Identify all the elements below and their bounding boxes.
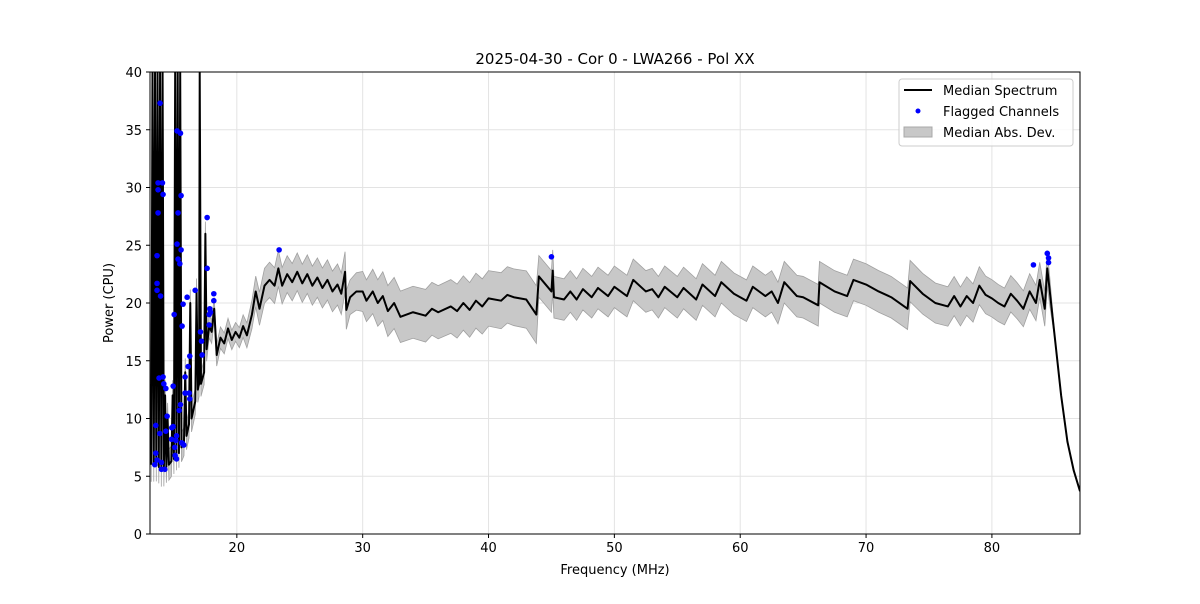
flagged-channel-point xyxy=(170,383,176,389)
x-tick-label: 20 xyxy=(229,541,246,556)
flagged-channel-point xyxy=(152,422,159,429)
flagged-channel-point xyxy=(172,437,179,444)
y-tick-label: 15 xyxy=(125,355,142,370)
legend-median-label: Median Spectrum xyxy=(943,84,1057,99)
plot-area xyxy=(150,72,1080,492)
y-tick-label: 40 xyxy=(125,66,142,81)
x-tick-label: 70 xyxy=(858,541,875,556)
flagged-channel-point xyxy=(185,363,191,370)
legend-box xyxy=(898,78,1074,147)
flagged-channel-point xyxy=(1045,255,1052,261)
x-axis-label: Frequency (MHz) xyxy=(560,563,669,578)
flagged-channel-point xyxy=(1045,259,1052,266)
flagged-channel-point xyxy=(548,253,555,260)
flagged-channel-point xyxy=(158,459,165,466)
legend-flagged-label: Flagged Channels xyxy=(943,105,1059,120)
flagged-channel-point xyxy=(197,329,204,335)
flagged-channel-point xyxy=(176,407,182,414)
flagged-channel-point xyxy=(155,187,161,193)
flagged-channel-point xyxy=(154,287,160,294)
chart-title: 2025-04-30 - Cor 0 - LWA266 - Pol XX xyxy=(475,50,754,68)
flagged-channel-point xyxy=(211,290,217,297)
flagged-channel-point xyxy=(204,214,210,221)
flagged-channel-point xyxy=(179,440,186,447)
flagged-channel-point xyxy=(179,323,185,329)
flagged-channel-point xyxy=(199,352,205,358)
flagged-channel-point xyxy=(155,210,161,216)
legend-flagged-swatch xyxy=(915,108,921,114)
flagged-channel-point xyxy=(164,413,170,419)
flagged-channel-point xyxy=(182,390,188,396)
legend-mad-swatch xyxy=(903,126,933,138)
flagged-channel-point xyxy=(162,466,168,473)
flagged-channel-point xyxy=(154,457,160,463)
flagged-channel-point xyxy=(154,252,160,259)
y-tick-label: 0 xyxy=(134,528,142,543)
flagged-channel-point xyxy=(171,444,178,451)
x-tick-label: 50 xyxy=(606,541,623,556)
flagged-channel-point xyxy=(206,322,212,328)
y-tick-label: 5 xyxy=(134,470,142,485)
legend-mad-label: Median Abs. Dev. xyxy=(943,126,1055,141)
flagged-channel-point xyxy=(152,450,159,456)
flagged-channel-point xyxy=(1030,262,1037,268)
flagged-channel-point xyxy=(159,180,166,186)
flagged-channel-point xyxy=(173,433,180,439)
flagged-channel-point xyxy=(163,385,169,392)
flagged-channel-point xyxy=(192,287,198,294)
flagged-channel-point xyxy=(180,301,186,307)
flagged-channel-point xyxy=(211,297,217,304)
flagged-channel-point xyxy=(177,130,184,137)
axis-ticks: 20 30 40 50 60 70 80 0 5 10 15 20 25 30 35 40 xyxy=(125,66,1000,556)
flagged-channel-point xyxy=(175,210,181,216)
y-tick-label: 10 xyxy=(125,413,142,428)
y-tick-label: 30 xyxy=(125,182,142,197)
y-tick-label: 25 xyxy=(125,239,142,254)
flagged-channel-point xyxy=(186,396,193,402)
flagged-channel-point xyxy=(160,374,166,380)
flagged-channel-point xyxy=(160,191,166,198)
y-tick-label: 20 xyxy=(125,297,142,312)
legend: Median Spectrum Flagged Channels Median … xyxy=(898,78,1074,147)
flagged-channel-point xyxy=(157,100,163,106)
flagged-channel-point xyxy=(276,247,282,253)
flagged-channel-point xyxy=(173,456,180,462)
median-spectrum-line xyxy=(150,72,1080,492)
flagged-channel-point xyxy=(178,192,184,199)
x-tick-label: 30 xyxy=(354,541,371,556)
flagged-channel-point xyxy=(177,401,184,408)
flagged-channel-point xyxy=(174,241,180,247)
flagged-channel-point xyxy=(186,390,192,396)
flagged-channel-point xyxy=(177,260,183,267)
flagged-channel-point xyxy=(184,294,190,301)
y-axis-label: Power (CPU) xyxy=(102,263,117,343)
y-tick-label: 35 xyxy=(125,124,142,139)
flagged-channel-point xyxy=(178,247,184,253)
flagged-channel-point xyxy=(198,338,205,344)
flagged-channel-point xyxy=(157,293,164,299)
flagged-channel-point xyxy=(163,428,169,435)
flagged-channel-point xyxy=(154,280,160,287)
flagged-channel-point xyxy=(151,461,158,468)
x-tick-label: 40 xyxy=(480,541,497,556)
flagged-channel-point xyxy=(204,265,210,272)
flagged-channel-point xyxy=(161,381,167,387)
flagged-channel-point xyxy=(171,311,177,318)
flagged-channel-point xyxy=(168,424,175,431)
flagged-channel-point xyxy=(207,309,214,316)
flagged-channel-point xyxy=(157,430,163,437)
x-tick-label: 60 xyxy=(732,541,749,556)
flagged-channel-point xyxy=(168,436,175,443)
flagged-channel-point xyxy=(182,374,188,380)
flagged-channel-point xyxy=(1044,250,1051,257)
x-tick-label: 80 xyxy=(984,541,1001,556)
flagged-channel-point xyxy=(175,256,181,262)
flagged-channel-point xyxy=(155,180,161,186)
flagged-channel-point xyxy=(186,353,193,359)
